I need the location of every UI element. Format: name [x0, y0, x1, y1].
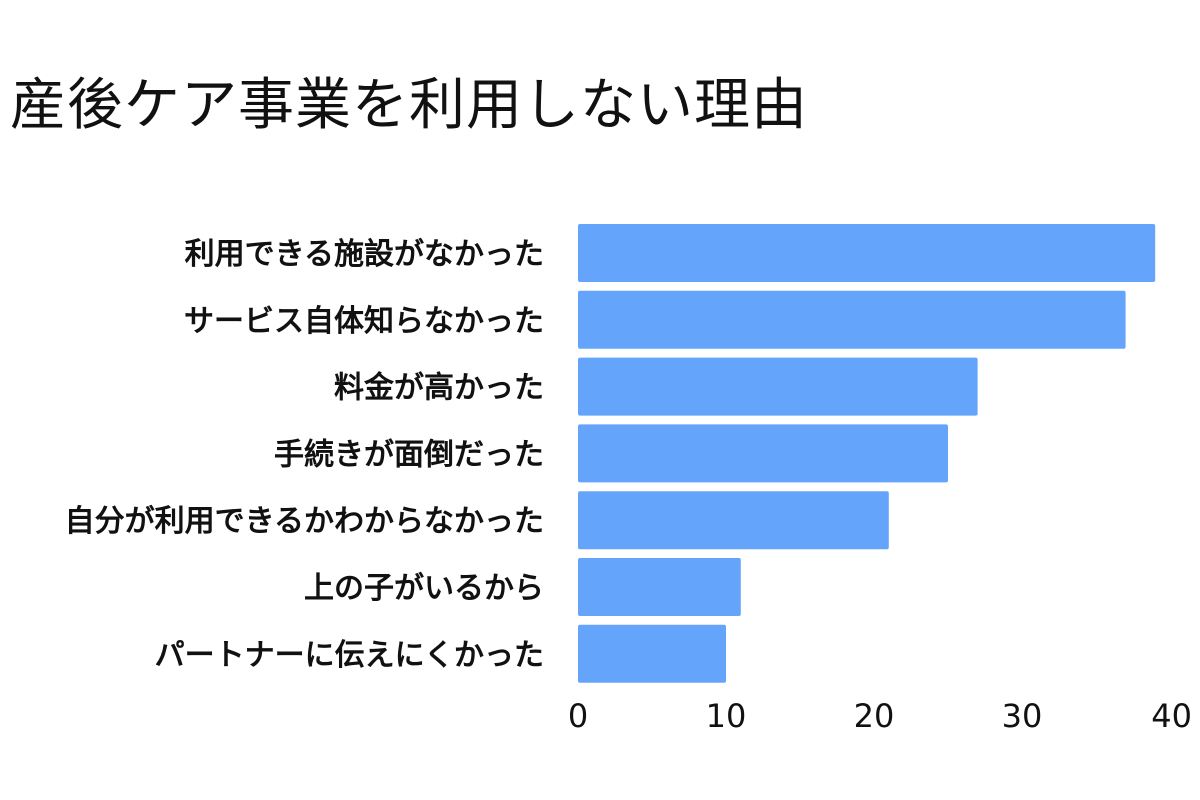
bar-3: [578, 357, 978, 416]
category-label-5: 自分が利用できるかわからなかった: [65, 504, 544, 539]
x-tick-label-40: 40: [1151, 697, 1192, 735]
bar-1: [578, 224, 1156, 282]
bar-6: [578, 558, 741, 616]
category-label-1: 利用できる施設がなかった: [185, 237, 544, 272]
bar-5: [578, 491, 889, 550]
chart-title: 産後ケア事業を利用しない理由: [10, 73, 808, 138]
bar-7: [578, 624, 726, 683]
category-label-4: 手続きが面倒だった: [274, 437, 544, 472]
bar-4: [578, 424, 948, 483]
bar-2: [578, 290, 1126, 349]
category-label-7: パートナーに伝えにくかった: [155, 638, 544, 673]
x-tick-label-30: 30: [1002, 697, 1043, 735]
x-tick-label-0: 0: [568, 697, 588, 735]
category-label-3: 料金が高かった: [334, 371, 544, 406]
category-label-6: 上の子がいるから: [304, 571, 544, 606]
x-tick-label-10: 10: [706, 697, 747, 735]
x-tick-label-20: 20: [854, 697, 895, 735]
category-label-2: サービス自体知らなかった: [184, 304, 544, 339]
